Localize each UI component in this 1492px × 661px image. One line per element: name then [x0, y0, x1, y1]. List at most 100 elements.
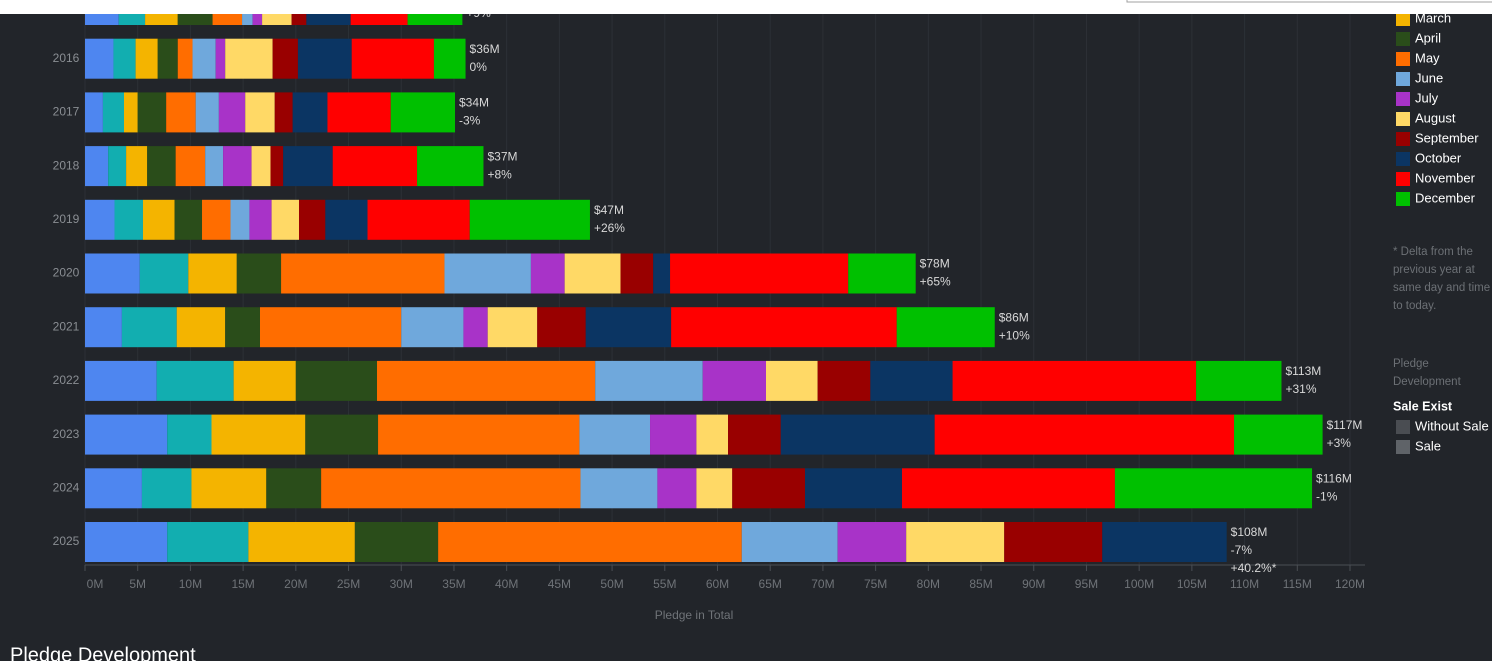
- bar-segment: [469, 199, 590, 240]
- bar-segment: [245, 92, 275, 133]
- bar-label: $34M: [459, 96, 489, 110]
- bar-segment: [192, 38, 216, 79]
- bar-segment: [378, 414, 580, 455]
- sale-label: Without Sale: [1415, 418, 1489, 433]
- bar-segment: [188, 253, 237, 294]
- x-tick-label: 80M: [917, 577, 940, 591]
- bar-segment: [174, 199, 203, 240]
- bar-segment: [901, 468, 1115, 509]
- bar-segment: [354, 522, 439, 562]
- bar-segment: [1004, 522, 1103, 562]
- bar-segment: [870, 360, 953, 401]
- bar-segment: [114, 199, 143, 240]
- bar-segment: [417, 146, 484, 187]
- y-tick-label: 2019: [53, 212, 80, 226]
- bar-label: $116M: [1316, 471, 1352, 485]
- bar-segment: [135, 38, 158, 79]
- x-tick-label: 40M: [495, 577, 518, 591]
- search-box[interactable]: [1126, 0, 1492, 3]
- legend-label: October: [1415, 150, 1462, 165]
- legend-label: November: [1415, 170, 1476, 185]
- bar-segment: [102, 92, 125, 133]
- x-tick-label: 15M: [231, 577, 254, 591]
- y-tick-label: 2017: [53, 105, 80, 119]
- bar-label: $37M: [487, 149, 517, 163]
- y-tick-label: 2022: [53, 373, 80, 387]
- legend-swatch: [1396, 172, 1410, 186]
- legend-swatch: [1396, 132, 1410, 146]
- bar-segment: [741, 522, 838, 562]
- bar-segment: [438, 522, 742, 562]
- x-tick-label: 105M: [1177, 577, 1207, 591]
- x-tick-label: 35M: [442, 577, 465, 591]
- bar-segment: [175, 146, 206, 187]
- x-tick-label: 50M: [600, 577, 623, 591]
- bar-label: $113M: [1285, 364, 1321, 378]
- bar-segment: [537, 307, 586, 348]
- bar-label: +40.2%*: [1231, 561, 1277, 575]
- section-title: Pledge Development: [10, 644, 196, 661]
- bar-segment: [295, 360, 378, 401]
- y-tick-label: 2020: [53, 266, 80, 280]
- bar-label: +3%: [1327, 436, 1352, 450]
- bar-segment: [202, 199, 231, 240]
- bar-label: -7%: [1231, 543, 1253, 557]
- bar-segment: [141, 468, 192, 509]
- bar-segment: [251, 146, 271, 187]
- bar-segment: [595, 360, 703, 401]
- bar-segment: [580, 468, 658, 509]
- bar-segment: [85, 414, 168, 455]
- bar-segment: [236, 253, 282, 294]
- x-tick-label: 100M: [1124, 577, 1154, 591]
- bar-segment: [620, 253, 654, 294]
- sale-label: Sale: [1415, 438, 1441, 453]
- bar-segment: [297, 38, 352, 79]
- bar-segment: [952, 360, 1197, 401]
- bar-segment: [390, 92, 456, 133]
- sale-swatch: [1396, 420, 1410, 434]
- legend-label: April: [1415, 30, 1441, 45]
- x-tick-label: 0M: [87, 577, 104, 591]
- bar-segment: [85, 199, 115, 240]
- bar-label: $47M: [594, 203, 624, 217]
- note-line: previous year at: [1393, 264, 1476, 276]
- bar-segment: [225, 38, 273, 79]
- bar-segment: [121, 307, 177, 348]
- bar-segment: [147, 146, 176, 187]
- bar-segment: [124, 92, 138, 133]
- bar-segment: [85, 307, 122, 348]
- x-tick-label: 110M: [1230, 577, 1259, 591]
- bar-segment: [463, 307, 488, 348]
- x-tick-label: 5M: [129, 577, 146, 591]
- bar-segment: [176, 307, 226, 348]
- bar-label: $108M: [1231, 525, 1268, 539]
- bar-segment: [351, 38, 434, 79]
- note-line: to today.: [1393, 300, 1436, 312]
- bar-segment: [167, 522, 249, 562]
- bar-segment: [433, 38, 466, 79]
- bar-segment: [249, 199, 272, 240]
- bar-label: $117M: [1327, 418, 1363, 432]
- bar-segment: [85, 38, 114, 79]
- legend-swatch: [1396, 112, 1410, 126]
- bar-segment: [401, 307, 464, 348]
- legend-swatch: [1396, 12, 1410, 26]
- bar-segment: [218, 92, 246, 133]
- bar-segment: [377, 360, 596, 401]
- legend-swatch: [1396, 72, 1410, 86]
- bar-segment: [85, 146, 109, 187]
- legend-label: December: [1415, 190, 1476, 205]
- bar-label: $78M: [920, 257, 950, 271]
- top-toolbar: [0, 0, 1492, 14]
- bar-segment: [657, 468, 697, 509]
- bar-segment: [298, 199, 326, 240]
- y-tick-label: 2016: [53, 51, 80, 65]
- bar-segment: [108, 146, 127, 187]
- bar-segment: [270, 146, 284, 187]
- bar-segment: [702, 360, 766, 401]
- bar-segment: [85, 468, 142, 509]
- x-tick-label: 55M: [653, 577, 676, 591]
- legend-label: July: [1415, 90, 1439, 105]
- bar-label: -1%: [1316, 489, 1338, 503]
- legend-label: August: [1415, 110, 1456, 125]
